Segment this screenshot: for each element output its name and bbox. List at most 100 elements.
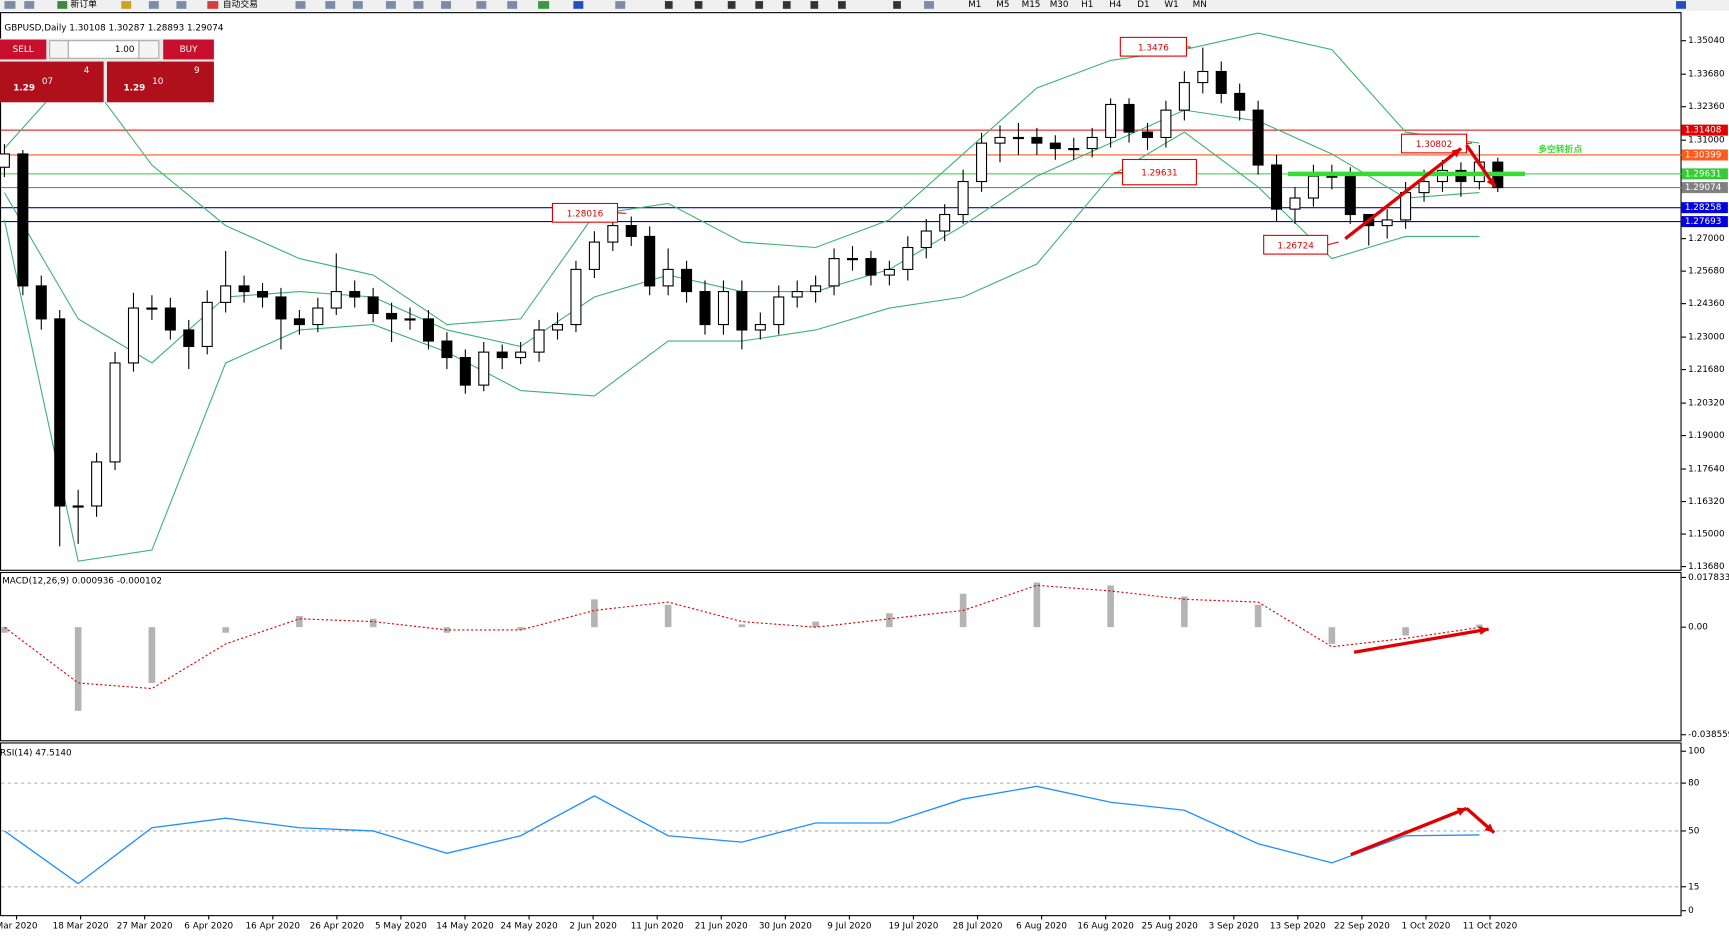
timeframes: M1 M5 M15 M30 H1 H4 D1 W1 MN	[968, 0, 1207, 10]
candle-body	[386, 312, 398, 320]
candle-body	[1307, 175, 1319, 199]
icon[interactable]	[441, 1, 451, 9]
candle-body	[533, 329, 545, 353]
y-tick-label: 1.35040	[1688, 36, 1725, 46]
last-open: 1.30108	[69, 23, 105, 33]
candle-body	[441, 340, 453, 359]
timeframe-button[interactable]: W1	[1164, 0, 1178, 10]
icon[interactable]	[538, 1, 550, 9]
x-tick-label: 16 Apr 2020	[246, 922, 301, 932]
candle-body	[1031, 136, 1043, 144]
icon[interactable]	[325, 1, 336, 9]
toolbar-icons	[4, 1, 1686, 9]
rsi-line	[4, 785, 1480, 885]
timeframe-button[interactable]: MN	[1193, 0, 1207, 10]
icon[interactable]	[782, 1, 791, 9]
ask-box[interactable]	[106, 61, 214, 103]
candle-body	[146, 307, 158, 310]
icon[interactable]	[615, 1, 626, 9]
icon[interactable]	[413, 1, 424, 9]
timeframe-button[interactable]: M1	[968, 0, 981, 10]
icon[interactable]	[810, 1, 819, 9]
y-tick-label: 1.17640	[1688, 465, 1725, 475]
icon[interactable]	[4, 1, 16, 9]
buy-label[interactable]: BUY	[180, 45, 198, 55]
x-tick-label: 2 Jun 2020	[569, 922, 617, 932]
lot-down[interactable]	[49, 40, 69, 59]
candle-body	[976, 142, 988, 183]
bid-big[interactable]: 1.29	[13, 83, 35, 93]
x-tick-label: 11 Jun 2020	[631, 922, 684, 932]
timeframe-button[interactable]: H1	[1081, 0, 1093, 10]
macd-title: MACD(12,26,9) 0.000936 -0.000102	[2, 576, 162, 586]
rsi-name: RSI(14)	[0, 748, 32, 758]
candle-body	[293, 318, 305, 326]
icon[interactable]	[57, 1, 68, 9]
icon[interactable]	[838, 1, 846, 9]
lot-up[interactable]	[138, 40, 160, 59]
icon[interactable]	[573, 1, 584, 9]
icon[interactable]	[727, 1, 736, 9]
icon[interactable]	[176, 1, 187, 9]
y-tick-label: 100	[1688, 747, 1705, 757]
icon[interactable]	[121, 1, 132, 9]
arrow-head	[1484, 823, 1495, 833]
candle-body	[902, 246, 914, 270]
icon[interactable]	[385, 1, 396, 9]
timeframe-button[interactable]: H4	[1109, 0, 1122, 10]
y-tick-label: 1.23000	[1688, 333, 1725, 343]
icon[interactable]	[352, 1, 363, 9]
new-order-button[interactable]: 新订单	[71, 0, 98, 10]
timeframe-button[interactable]: M30	[1050, 0, 1069, 10]
annotation-box	[551, 202, 619, 223]
timeframe-button[interactable]: M15	[1022, 0, 1041, 10]
candle-body	[1141, 131, 1154, 139]
icon[interactable]	[1676, 1, 1686, 9]
ask-big[interactable]: 1.29	[124, 83, 146, 93]
icon[interactable]	[148, 1, 159, 9]
bid-pips[interactable]: 07	[42, 77, 53, 87]
candle-body	[54, 318, 66, 507]
bid-box[interactable]	[0, 61, 104, 103]
candle-body	[127, 307, 139, 364]
icon[interactable]	[295, 1, 306, 9]
buy-button[interactable]	[163, 39, 214, 60]
x-tick-label: Mar 2020	[0, 922, 38, 932]
auto-trading-button[interactable]: 自动交易	[223, 0, 258, 10]
x-tick-label: 6 Aug 2020	[1016, 922, 1067, 932]
candle-body	[404, 318, 416, 321]
candle-body	[865, 258, 877, 276]
x-tick-label: 14 May 2020	[436, 922, 494, 932]
ask-pips[interactable]: 10	[152, 77, 164, 87]
annotation: 1.28016	[567, 209, 604, 219]
icon[interactable]	[924, 1, 934, 9]
candle-body	[810, 285, 822, 293]
ask-frac[interactable]: 9	[194, 66, 200, 76]
icon[interactable]	[24, 1, 35, 9]
candle-body	[183, 329, 195, 348]
candle-body	[515, 351, 527, 359]
sell-button[interactable]	[0, 39, 47, 60]
timeframe-button[interactable]: D1	[1137, 0, 1149, 10]
x-tick-label: 22 Sep 2020	[1334, 922, 1390, 932]
level-label-box	[1681, 168, 1728, 180]
sell-label[interactable]: SELL	[13, 45, 34, 55]
icon[interactable]	[694, 1, 703, 9]
icon[interactable]	[755, 1, 764, 9]
rsi-title: RSI(14) 47.5140	[0, 748, 72, 758]
icon[interactable]	[893, 1, 901, 9]
annotation-leader	[1327, 241, 1339, 246]
macd-signal-value: -0.000102	[117, 576, 162, 586]
candle-body	[791, 291, 803, 298]
icon[interactable]	[207, 1, 219, 9]
candle-body	[1049, 142, 1061, 150]
lot-value[interactable]: 1.00	[115, 45, 135, 55]
bid-frac[interactable]: 4	[84, 66, 90, 76]
icon[interactable]	[507, 1, 518, 9]
candle-body	[662, 268, 674, 287]
timeframe-button[interactable]: M5	[996, 0, 1009, 10]
icon[interactable]	[664, 1, 673, 9]
icon[interactable]	[476, 1, 487, 9]
candle-body	[201, 301, 213, 348]
